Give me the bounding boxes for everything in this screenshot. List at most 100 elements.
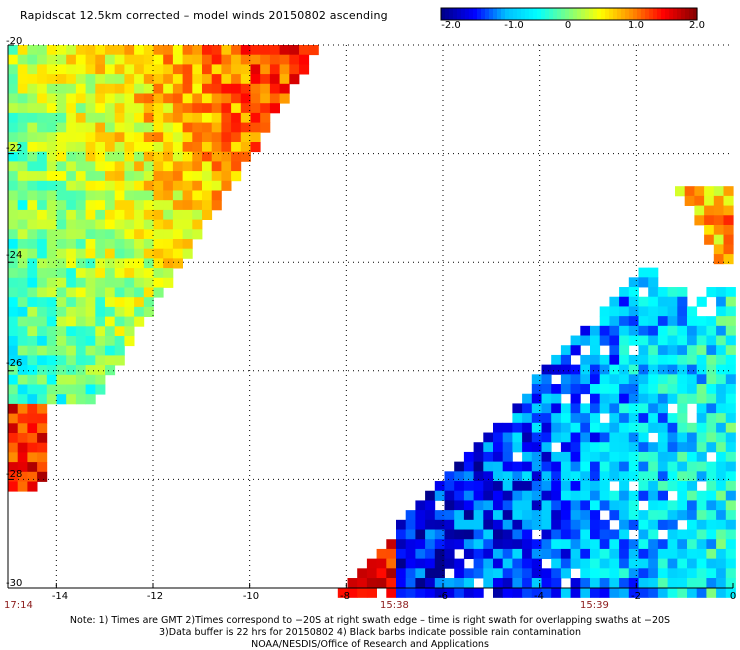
wind-cell (114, 239, 125, 250)
wind-cell (56, 326, 67, 337)
wind-cell (725, 500, 736, 511)
wind-cell (541, 548, 552, 560)
wind-cell (667, 539, 678, 550)
wind-cell (250, 112, 261, 123)
wind-cell (522, 481, 533, 492)
wind-cell (713, 234, 724, 245)
lat-label-22: -22 (6, 143, 23, 154)
wind-cell (696, 587, 707, 598)
wind-cell (657, 364, 668, 375)
wind-cell (221, 93, 232, 104)
wind-cell (105, 74, 116, 85)
wind-cell (27, 481, 38, 492)
wind-cell (677, 296, 688, 307)
colorbar-segment (673, 8, 678, 20)
wind-cell (66, 394, 77, 405)
wind-cell (211, 54, 222, 65)
wind-cell (716, 287, 727, 298)
wind-cell (240, 103, 251, 114)
wind-cell (648, 316, 659, 327)
wind-cell (628, 510, 639, 521)
wind-cell (502, 432, 513, 443)
wind-cell (124, 306, 135, 317)
wind-cell (657, 451, 668, 463)
wind-cell (493, 490, 504, 501)
wind-cell (202, 190, 213, 201)
wind-cell (269, 74, 280, 85)
colorbar-segment (557, 8, 562, 20)
wind-cell (628, 461, 639, 472)
wind-cell (619, 539, 630, 550)
colorbar-segment (685, 8, 690, 20)
wind-cell (483, 510, 494, 521)
wind-cell (638, 568, 649, 579)
wind-cell (27, 180, 38, 191)
wind-cell (706, 335, 717, 346)
wind-cell (56, 287, 67, 298)
wind-cell (687, 568, 698, 579)
wind-cell (85, 209, 96, 220)
wind-cell (85, 336, 96, 347)
wind-cell (580, 500, 591, 511)
wind-cell (590, 529, 601, 540)
wind-cell (599, 451, 610, 463)
wind-cell (512, 490, 523, 501)
wind-cell (75, 287, 86, 298)
wind-cell (638, 558, 649, 569)
wind-cell (609, 490, 620, 501)
wind-cell (75, 180, 86, 191)
wind-cell (706, 568, 717, 579)
wind-cell (143, 83, 154, 94)
wind-cell (153, 209, 164, 220)
wind-cell (27, 316, 38, 327)
wind-cell (483, 539, 494, 550)
wind-cell (37, 132, 48, 143)
wind-cell (677, 578, 688, 589)
lon-label-0: 0 (729, 591, 737, 602)
wind-cell (66, 200, 77, 211)
wind-cell (580, 481, 591, 492)
wind-cell (192, 74, 203, 85)
wind-cell (172, 151, 183, 162)
wind-cell (677, 325, 688, 336)
wind-cell (599, 335, 610, 346)
wind-cell (386, 578, 397, 589)
wind-cell (599, 364, 610, 375)
wind-cell (531, 442, 542, 453)
wind-cell (415, 519, 426, 530)
wind-cell (677, 490, 688, 501)
wind-cell (716, 442, 727, 453)
wind-cell (667, 287, 678, 298)
wind-cell (134, 122, 145, 133)
wind-cell (638, 422, 649, 433)
wind-cell (114, 93, 125, 104)
wind-cell (8, 219, 19, 230)
colorbar-segment (593, 8, 598, 20)
wind-cell (706, 529, 717, 540)
wind-cell (46, 219, 57, 230)
wind-cell (56, 229, 67, 240)
wind-cell (46, 258, 57, 269)
wind-cell (415, 578, 426, 589)
wind-cell (143, 229, 154, 240)
wind-cell (541, 403, 552, 414)
wind-cell (694, 215, 705, 226)
wind-cell (56, 103, 67, 114)
wind-cell (27, 277, 38, 288)
wind-cell (716, 548, 727, 560)
wind-cell (522, 587, 533, 598)
wind-cell (192, 209, 203, 220)
wind-cell (386, 558, 397, 569)
lon-label-12: -12 (146, 591, 164, 602)
wind-cell (590, 461, 601, 472)
wind-cell (202, 142, 213, 153)
wind-cell (599, 558, 610, 569)
wind-cell (628, 519, 639, 530)
wind-cell (696, 345, 707, 356)
wind-cell (85, 248, 96, 259)
wind-cell (619, 354, 630, 366)
wind-cell (522, 432, 533, 443)
wind-cell (8, 365, 19, 376)
wind-cell (17, 336, 28, 347)
wind-cell (706, 316, 717, 327)
